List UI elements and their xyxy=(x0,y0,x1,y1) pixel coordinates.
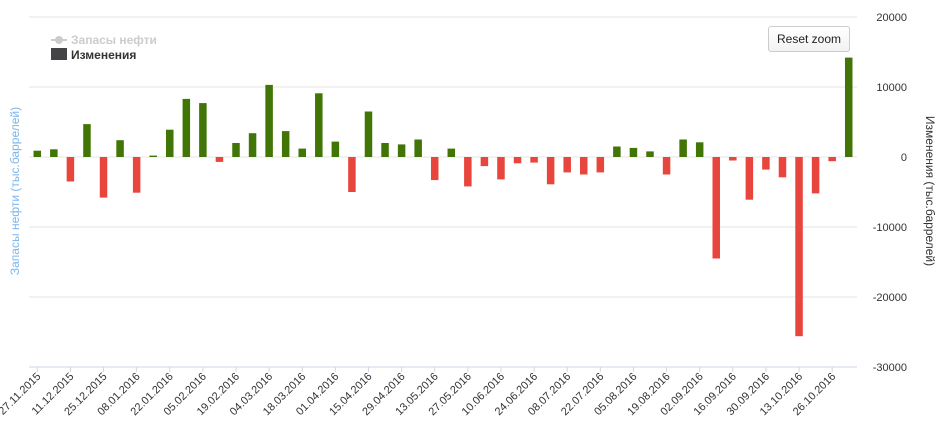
bar[interactable] xyxy=(182,98,191,157)
bar[interactable] xyxy=(232,143,240,157)
bar[interactable] xyxy=(729,157,737,161)
legend-marker-icon xyxy=(55,36,63,44)
bar[interactable] xyxy=(33,150,42,157)
bar[interactable] xyxy=(447,148,456,157)
y-tick-label: 20000 xyxy=(876,12,907,24)
bar[interactable] xyxy=(580,157,588,175)
bar[interactable] xyxy=(364,111,373,158)
bar[interactable] xyxy=(662,157,671,175)
bar[interactable] xyxy=(778,157,787,178)
bar[interactable] xyxy=(66,157,75,182)
y-tick-label: 10000 xyxy=(876,82,907,94)
reset-zoom-button[interactable]: Reset zoom xyxy=(768,26,850,52)
bar[interactable] xyxy=(215,157,224,162)
bar[interactable] xyxy=(166,129,174,157)
bar[interactable] xyxy=(248,133,257,157)
bar[interactable] xyxy=(762,157,770,170)
bar[interactable] xyxy=(513,157,522,164)
y-tick-label: -30000 xyxy=(873,362,907,374)
y-tick-label: -10000 xyxy=(873,222,907,234)
bar[interactable] xyxy=(397,144,406,157)
right-axis-title: Изменения (тыс.баррелей) xyxy=(923,116,937,266)
bar[interactable] xyxy=(613,146,621,158)
bar[interactable] xyxy=(844,57,853,157)
legend-item-stocks[interactable]: Запасы нефти xyxy=(51,33,157,47)
bar[interactable] xyxy=(331,141,340,157)
bar[interactable] xyxy=(414,139,422,158)
bar[interactable] xyxy=(646,151,654,157)
bar[interactable] xyxy=(546,157,555,185)
bar[interactable] xyxy=(116,140,124,157)
bar[interactable] xyxy=(315,93,323,157)
bar[interactable] xyxy=(596,157,605,173)
legend-bar-icon xyxy=(51,48,67,60)
bar[interactable] xyxy=(795,157,803,337)
bar[interactable] xyxy=(381,143,389,157)
legend-item-changes[interactable]: Изменения xyxy=(51,48,136,62)
bar[interactable] xyxy=(265,84,273,157)
bar[interactable] xyxy=(464,157,472,187)
bar[interactable] xyxy=(712,157,720,259)
bar[interactable] xyxy=(629,147,638,157)
bar[interactable] xyxy=(745,157,754,200)
bar[interactable] xyxy=(530,157,538,163)
bar[interactable] xyxy=(199,103,207,157)
bar[interactable] xyxy=(695,142,704,157)
bar[interactable] xyxy=(480,157,489,167)
bar[interactable] xyxy=(50,149,58,157)
bar[interactable] xyxy=(149,155,157,157)
bar[interactable] xyxy=(132,157,141,193)
y-axis-ticks: 20000 10000 0 -10000 -20000 -30000 xyxy=(873,12,907,374)
bar[interactable] xyxy=(497,157,505,180)
bar[interactable] xyxy=(563,157,571,173)
bar[interactable] xyxy=(679,139,687,158)
x-axis-ticks: 27.11.201511.12.201525.12.201508.01.2016… xyxy=(0,367,838,418)
bar-series xyxy=(33,57,853,337)
bar[interactable] xyxy=(83,124,91,157)
legend: Запасы нефти Изменения xyxy=(51,33,157,62)
bar[interactable] xyxy=(298,148,306,157)
y-tick-label: -20000 xyxy=(873,292,907,304)
y-tick-label: 0 xyxy=(901,152,907,164)
legend-label-changes: Изменения xyxy=(71,48,136,62)
left-axis-title: Запасы нефти (тыс.баррелей) xyxy=(8,107,22,275)
bar[interactable] xyxy=(430,157,439,181)
bar[interactable] xyxy=(811,157,820,194)
legend-label-stocks: Запасы нефти xyxy=(71,33,157,47)
bar[interactable] xyxy=(99,157,108,198)
bar[interactable] xyxy=(348,157,356,192)
bar[interactable] xyxy=(828,157,836,162)
bar[interactable] xyxy=(281,131,290,157)
